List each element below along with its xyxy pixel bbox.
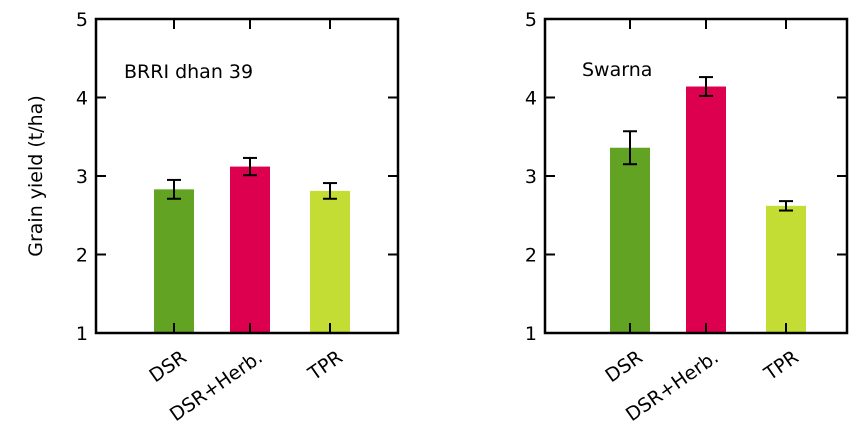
y-tick-label: 4 bbox=[525, 88, 537, 110]
x-category-label: TPR bbox=[760, 346, 803, 385]
bar-dsrherb bbox=[686, 86, 726, 333]
y-tick-label: 3 bbox=[76, 166, 88, 188]
bar-tpr bbox=[310, 190, 350, 333]
x-category-label: DSR bbox=[145, 346, 190, 387]
y-tick-label: 2 bbox=[525, 245, 537, 267]
error-bar bbox=[323, 182, 337, 200]
y-axis-title: Grain yield (t/ha) bbox=[25, 95, 47, 257]
x-category-label: TPR bbox=[304, 346, 347, 385]
error-bar bbox=[623, 130, 637, 166]
y-tick-label: 5 bbox=[525, 9, 537, 31]
error-bar bbox=[699, 76, 713, 97]
x-category-label: DSR bbox=[601, 346, 646, 387]
y-tick-label: 5 bbox=[76, 9, 88, 31]
y-tick-label: 4 bbox=[76, 88, 88, 110]
y-tick-label: 2 bbox=[76, 245, 88, 267]
panel-label: Swarna bbox=[582, 59, 652, 81]
error-bar bbox=[779, 200, 793, 212]
error-bar bbox=[243, 156, 257, 177]
bar-dsr bbox=[610, 147, 650, 333]
y-tick-label: 1 bbox=[525, 323, 537, 345]
y-tick-label: 3 bbox=[525, 166, 537, 188]
error-bar bbox=[167, 178, 181, 200]
y-tick-label: 1 bbox=[76, 323, 88, 345]
bar-tpr bbox=[766, 205, 806, 333]
bar-dsrherb bbox=[230, 166, 270, 333]
panel-label: BRRI dhan 39 bbox=[124, 61, 253, 83]
bar-dsr bbox=[154, 189, 194, 333]
